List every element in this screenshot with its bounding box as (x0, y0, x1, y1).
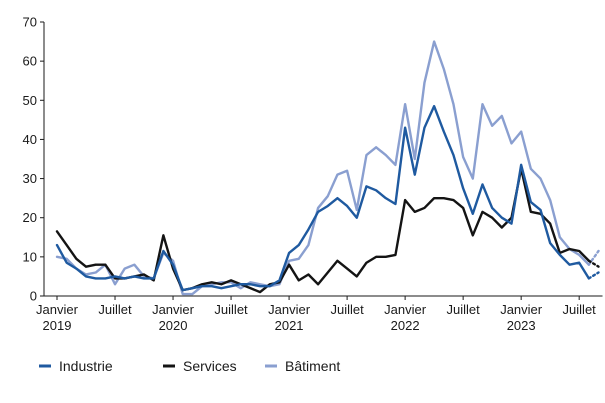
y-tick-label: 40 (23, 132, 37, 147)
x-tick-year: 2020 (159, 318, 188, 333)
y-tick-label: 50 (23, 93, 37, 108)
y-tick-label: 30 (23, 171, 37, 186)
y-tick-label: 0 (30, 289, 37, 304)
x-tick-year: 2021 (275, 318, 304, 333)
series-projection-services (587, 259, 600, 268)
series-projection-industrie (587, 271, 600, 280)
x-tick-label: Janvier (384, 302, 427, 317)
series-line-services (55, 167, 591, 294)
x-tick-label: Juillet (330, 302, 364, 317)
y-tick-label: 10 (23, 249, 37, 264)
legend: Industrie Services Bâtiment (39, 358, 340, 374)
x-tick-label: Janvier (268, 302, 311, 317)
legend-label-services: Services (183, 358, 237, 374)
x-tick-year: 2023 (507, 318, 536, 333)
x-tick-label: Juillet (214, 302, 248, 317)
series-line-b-timent (55, 40, 591, 296)
x-tick-label: Juillet (447, 302, 481, 317)
y-tick-label: 70 (23, 15, 37, 30)
y-axis: 0 10 20 30 40 50 60 70 (23, 15, 45, 304)
x-tick-label: Janvier (500, 302, 543, 317)
x-tick-label: Janvier (36, 302, 79, 317)
plot-lines (55, 40, 600, 296)
y-tick-label: 20 (23, 210, 37, 225)
series-line-industrie (55, 104, 591, 292)
legend-label-b-timent: Bâtiment (285, 358, 340, 374)
y-tick-label: 60 (23, 54, 37, 69)
x-tick-year: 2022 (391, 318, 420, 333)
x-tick-label: Juillet (98, 302, 132, 317)
x-tick-label: Juillet (563, 302, 597, 317)
legend-label-industrie: Industrie (59, 358, 113, 374)
x-tick-year: 2019 (43, 318, 72, 333)
x-tick-label: Janvier (152, 302, 195, 317)
